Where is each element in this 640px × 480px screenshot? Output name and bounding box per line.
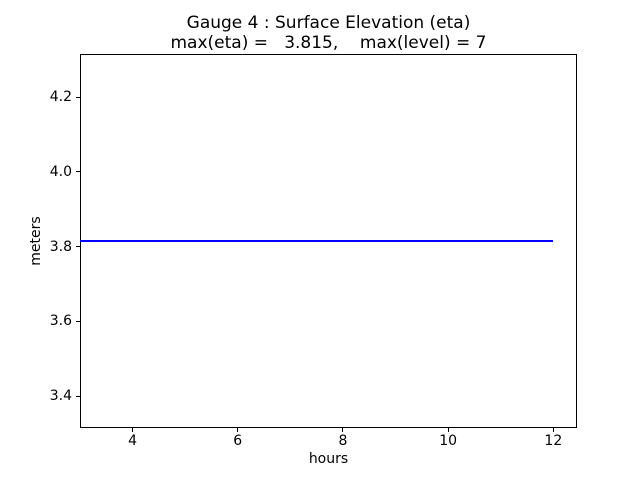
chart-title: Gauge 4 : Surface Elevation (eta) [186,13,471,33]
y-tick-mark [76,96,80,98]
y-tick-label: 4.0 [49,163,72,180]
x-tick-mark [342,428,344,432]
y-tick-label: 4.2 [49,89,72,105]
y-tick-mark [76,171,80,173]
y-tick-mark [76,246,80,248]
eta-line [80,240,554,242]
y-tick-label: 3.4 [49,388,72,405]
x-tick-label: 12 [544,433,563,449]
x-tick-mark [447,428,449,432]
x-tick-label: 4 [128,433,138,449]
y-tick-mark [76,395,80,397]
x-tick-label: 10 [439,433,458,449]
y-tick-label: 3.8 [49,238,72,255]
x-axis-label: hours [308,451,349,467]
y-tick-label: 3.6 [49,313,72,330]
chart-subtitle: max(eta) = 3.815, max(level) = 7 [170,33,487,53]
x-tick-mark [237,428,239,432]
x-tick-label: 6 [233,433,243,449]
x-tick-mark [552,428,554,432]
y-tick-mark [76,320,80,322]
x-tick-label: 8 [338,433,348,449]
x-tick-mark [132,428,134,432]
